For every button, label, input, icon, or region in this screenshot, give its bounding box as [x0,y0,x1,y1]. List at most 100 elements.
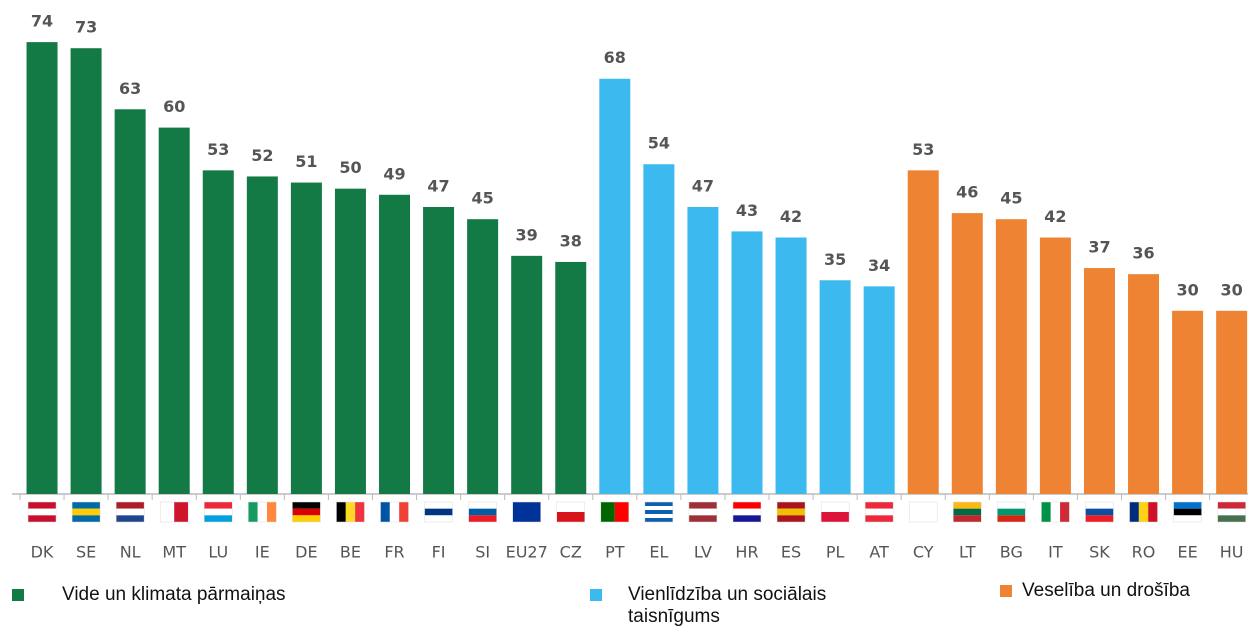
flag [292,515,321,522]
bar [687,206,719,494]
flag [266,502,277,522]
flag [28,508,57,516]
flag [644,514,673,518]
data-label: 38 [560,231,582,250]
flag-border [380,501,409,523]
flag [688,515,717,522]
flag [777,502,806,509]
bar [467,219,499,494]
data-label: 30 [1176,280,1198,299]
bar [555,261,587,494]
flag [1060,502,1070,522]
data-label: 51 [295,152,317,171]
flag-border [27,501,57,523]
flag [688,502,717,509]
bar [1216,310,1248,494]
flag [424,502,453,509]
x-tick-label: MT [162,543,186,562]
data-label: 74 [31,12,53,31]
flag [688,508,717,516]
flag [777,508,806,516]
x-tick-label: HU [1220,543,1244,562]
flag [997,508,1026,516]
data-label: 46 [956,183,978,202]
flag-border [248,501,277,523]
flag [644,518,673,522]
bar [1083,268,1115,494]
flag [424,508,453,516]
x-tick-label: PL [826,543,845,562]
data-label: 45 [471,189,493,208]
flag [399,502,409,522]
flag-border [115,501,145,523]
data-label: 36 [1132,244,1154,263]
bar [246,176,278,494]
legend-item: Vide un klimata pārmaiņas [12,584,286,606]
flag [1217,502,1246,509]
bar [1128,274,1160,494]
x-tick-label: PT [605,543,625,562]
flag [72,502,101,509]
flag [732,502,761,509]
x-tick-label: IT [1048,543,1063,562]
flag [1050,502,1061,522]
flag-border [556,501,585,523]
flag [732,515,761,522]
bar [290,182,322,494]
flag [1173,515,1202,522]
flag [204,515,233,522]
bar [599,78,631,494]
flag [292,502,321,509]
flag [160,502,175,522]
x-tick-label: AT [869,543,889,562]
data-label: 63 [119,79,141,98]
flag [644,502,673,506]
flag-border [1217,501,1246,523]
x-tick-label: BG [1000,543,1023,562]
bar [951,213,983,495]
flag-border [1129,501,1158,523]
flag [174,502,189,522]
data-label: 39 [516,225,538,244]
legend-item: Vienlīdzība un sociālais taisnīgums [590,584,890,628]
flag [644,510,673,514]
flag [997,502,1026,509]
flag [292,508,321,516]
flag-border [600,501,630,523]
bar [643,164,675,495]
flag [1173,508,1202,516]
flag [644,506,673,510]
data-label: 50 [339,158,361,177]
data-label: 30 [1221,280,1243,299]
data-label: 35 [824,250,846,269]
flag [116,508,145,516]
x-tick-label: DE [295,543,317,562]
bar [114,109,146,494]
bar [1039,237,1071,494]
flag-border [424,501,453,523]
bar [202,170,234,494]
flag [600,502,615,522]
bar [70,48,102,495]
flag [1217,508,1246,516]
flag-border [1085,501,1114,523]
data-label: 45 [1000,189,1022,208]
flag [1085,502,1114,509]
flag-border [776,501,806,523]
flag [355,502,365,522]
flag [116,515,145,522]
legend-label: Veselība un drošība [1022,580,1190,601]
x-tick-label: LU [208,543,228,562]
x-tick-label: IE [255,543,270,562]
flag [953,515,982,522]
flag [1173,502,1202,509]
flag-border [204,501,233,523]
data-label: 54 [648,134,670,153]
bar [775,237,807,494]
flag [1085,508,1114,516]
flag [865,508,894,516]
x-tick-label: NL [120,543,141,562]
flag [732,508,761,516]
legend-label: Vide un klimata pārmaiņas [62,584,286,605]
